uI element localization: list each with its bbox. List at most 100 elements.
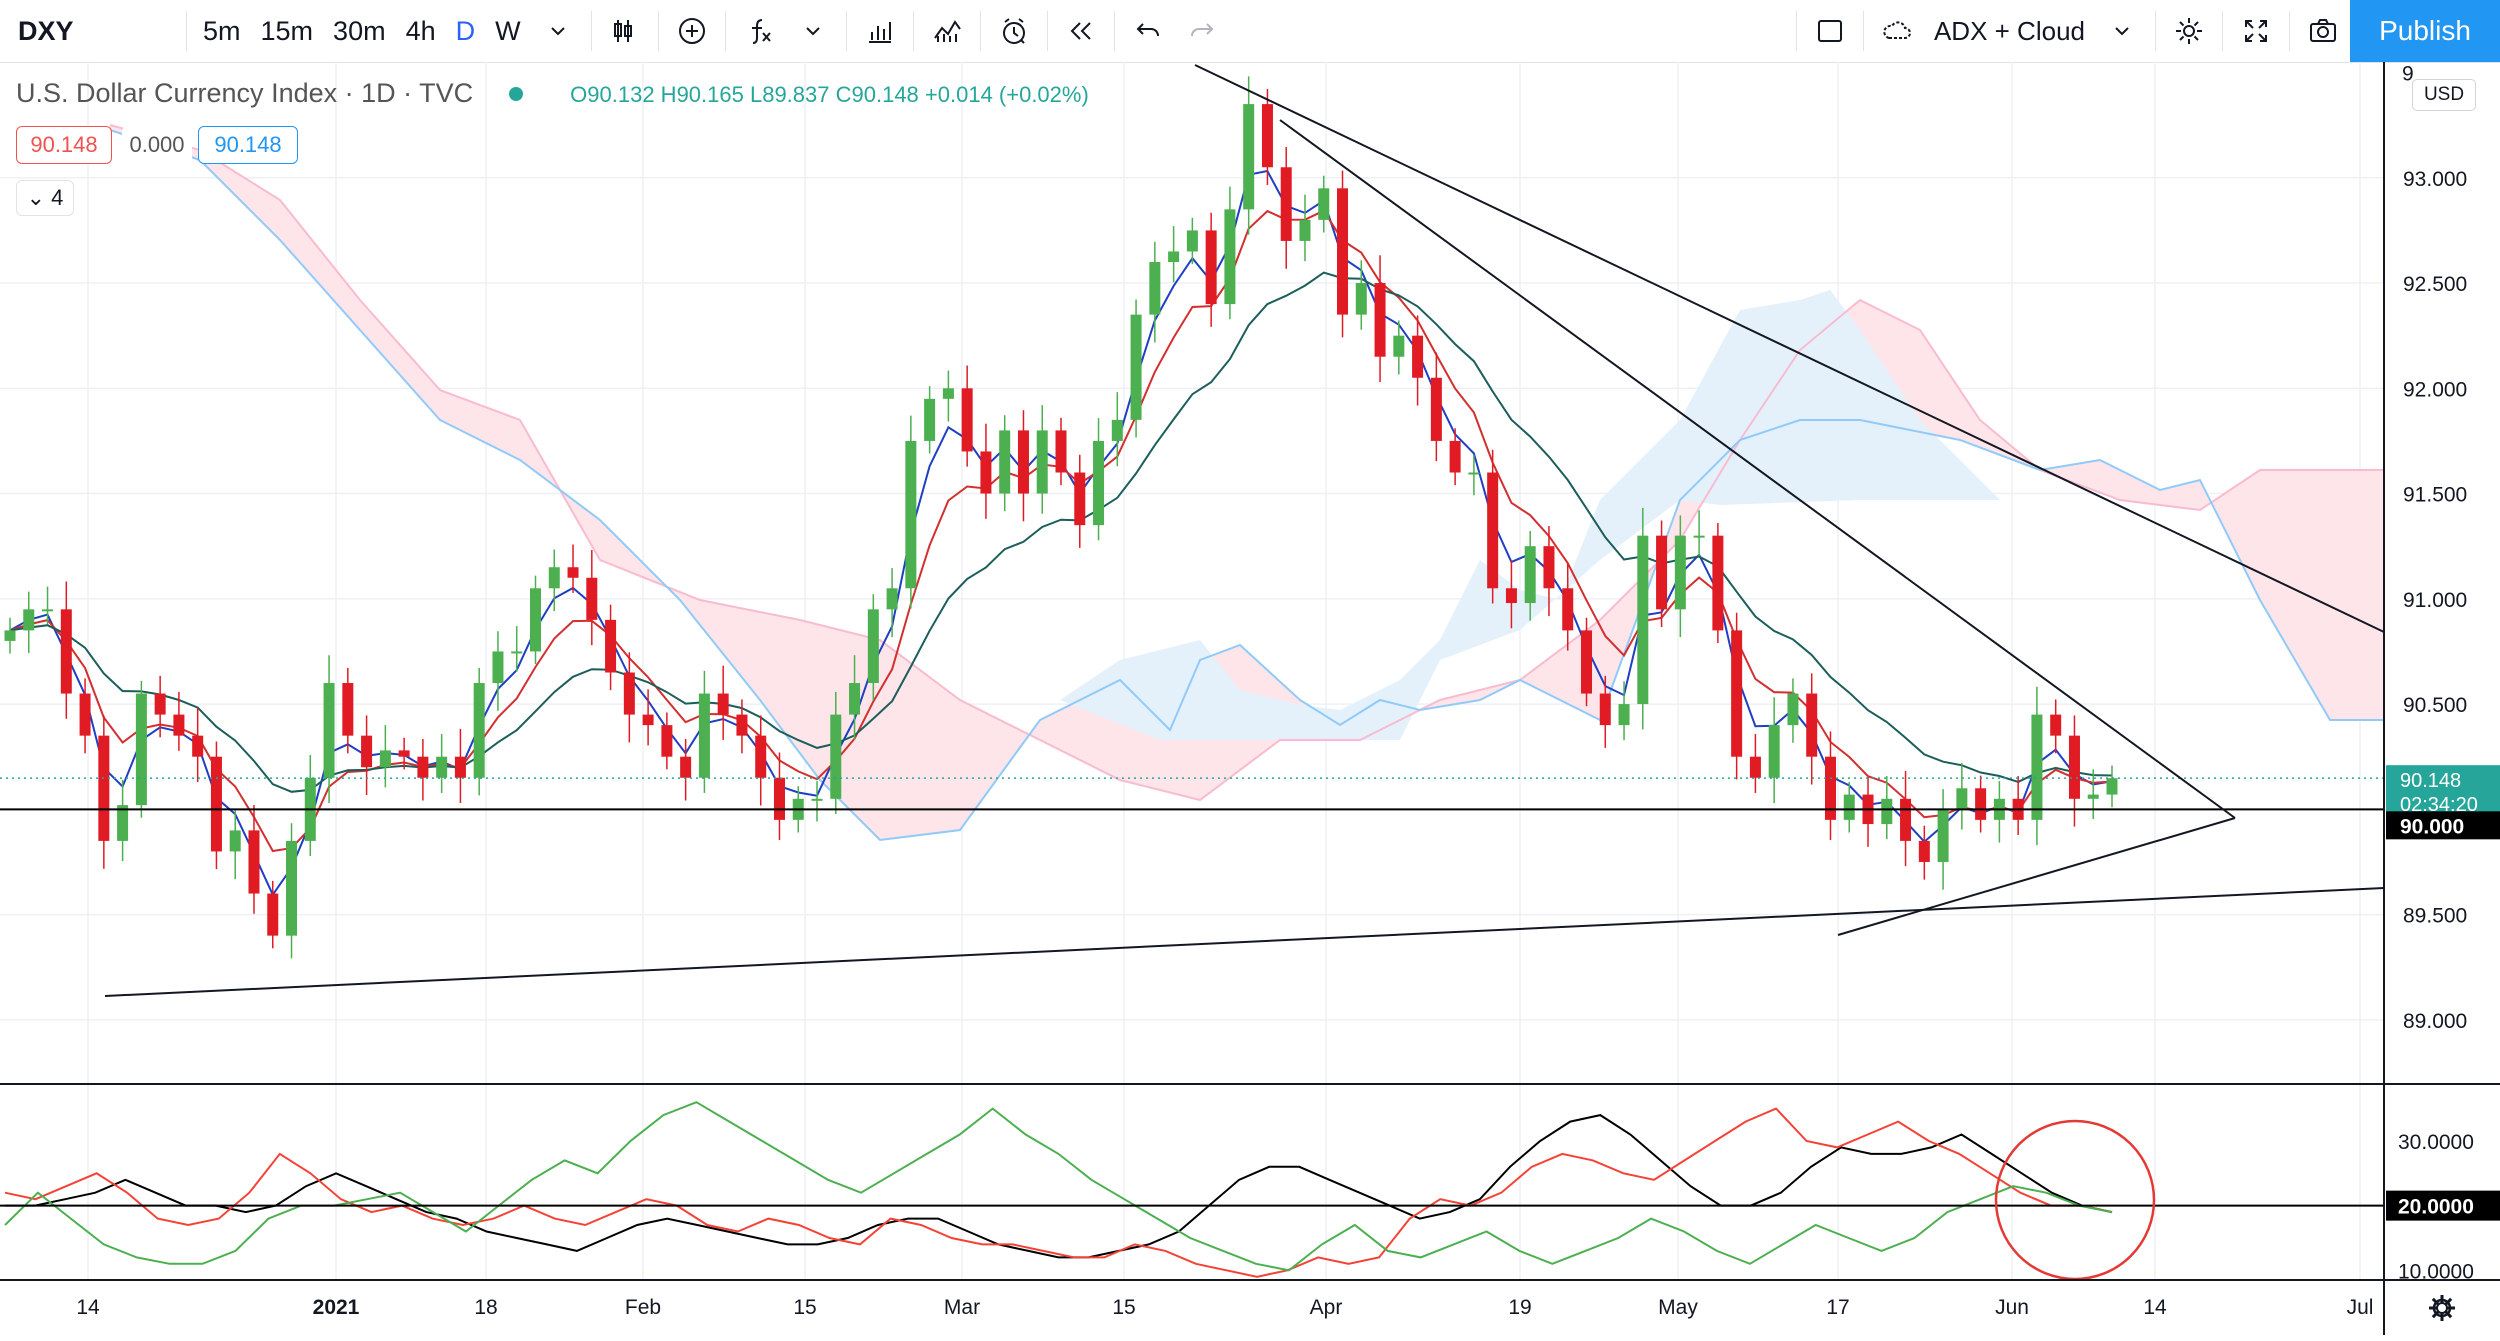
symbol-search[interactable]: DXY bbox=[18, 15, 74, 46]
replay-rewind-icon[interactable] bbox=[1054, 0, 1108, 62]
chart-axes: 89.00089.50090.00090.50091.00091.50092.0… bbox=[0, 62, 2500, 1335]
last-price-badge bbox=[2386, 765, 2500, 818]
time-tick-label: 14 bbox=[2143, 1296, 2167, 1319]
candle-down bbox=[60, 609, 72, 694]
candle-down bbox=[1975, 788, 1987, 820]
indicators-chevron-icon[interactable] bbox=[786, 0, 840, 62]
chart-canvas[interactable]: 89.00089.50090.00090.50091.00091.50092.0… bbox=[0, 62, 2500, 1341]
cloud-span-b bbox=[109, 129, 2384, 842]
candle-down bbox=[1581, 630, 1592, 694]
candle-down bbox=[1918, 840, 1930, 862]
interval-1w[interactable]: W bbox=[495, 15, 521, 46]
undo-icon[interactable] bbox=[1121, 0, 1175, 62]
publish-button[interactable]: Publish bbox=[2350, 0, 2500, 62]
candle-up bbox=[379, 750, 391, 768]
price-tick-label: 93.000 bbox=[2403, 168, 2467, 191]
ask-price-badge[interactable]: 90.148 bbox=[198, 126, 298, 164]
candle-up bbox=[999, 430, 1011, 494]
candle-up bbox=[1768, 725, 1780, 778]
candle-down bbox=[2050, 714, 2062, 736]
price-tick-label: 90.500 bbox=[2403, 694, 2467, 717]
candle-up bbox=[1843, 794, 1855, 820]
candle-down bbox=[79, 693, 91, 736]
ohlc-values: O90.132 H90.165 L89.837 C90.148 +0.014 (… bbox=[570, 82, 1089, 107]
candle-up bbox=[1111, 419, 1123, 441]
candle-up bbox=[1318, 188, 1330, 220]
candle-up bbox=[548, 567, 560, 589]
toolbar-divider bbox=[1862, 11, 1864, 51]
top-toolbar: DXY 5m 15m 30m 4h D W ADX + Cloud Publis… bbox=[0, 0, 2500, 63]
candle-down bbox=[173, 714, 185, 736]
hline-price-label: 90.000 bbox=[2400, 815, 2464, 838]
candle-up bbox=[1036, 430, 1048, 494]
indicators-fx-icon[interactable] bbox=[732, 0, 786, 62]
interval-4h[interactable]: 4h bbox=[405, 15, 436, 46]
gear-hub bbox=[2436, 1302, 2448, 1314]
alert-clock-icon[interactable] bbox=[987, 0, 1041, 62]
candle-down bbox=[1505, 588, 1517, 604]
interval-5m[interactable]: 5m bbox=[203, 15, 241, 46]
cloud-icon[interactable] bbox=[1870, 0, 1924, 62]
adx-threshold-label: 20.0000 bbox=[2398, 1196, 2474, 1219]
candle-down bbox=[586, 577, 598, 620]
time-tick-label: 19 bbox=[1508, 1296, 1531, 1319]
time-tick-label: 17 bbox=[1826, 1296, 1849, 1319]
visibility-dot-icon[interactable] bbox=[508, 86, 523, 101]
compare-add-icon[interactable] bbox=[665, 0, 719, 62]
interval-30m[interactable]: 30m bbox=[333, 15, 386, 46]
layout-chevron-icon[interactable] bbox=[2095, 0, 2149, 62]
fullscreen-square-icon[interactable] bbox=[1803, 0, 1857, 62]
candle-down bbox=[1261, 104, 1273, 168]
candle-down bbox=[1337, 188, 1349, 315]
candle-up bbox=[117, 805, 129, 841]
candle-down bbox=[398, 750, 410, 757]
chart-legend: U.S. Dollar Currency Index · 1D · TVC O9… bbox=[16, 78, 1089, 109]
snapshot-camera-icon[interactable] bbox=[2296, 0, 2350, 62]
settings-gear-icon[interactable] bbox=[2162, 0, 2216, 62]
time-tick-label: 15 bbox=[1112, 1296, 1135, 1319]
fullscreen-expand-icon[interactable] bbox=[2229, 0, 2283, 62]
candle-down bbox=[1205, 230, 1217, 305]
series-title[interactable]: U.S. Dollar Currency Index · 1D · TVC bbox=[16, 78, 474, 108]
plus-di-line bbox=[4, 1101, 2113, 1272]
price-tick-label: 91.500 bbox=[2403, 484, 2467, 507]
financials-icon[interactable] bbox=[853, 0, 907, 62]
toolbar-divider bbox=[724, 11, 726, 51]
candle-up bbox=[942, 388, 954, 399]
candle-down bbox=[1712, 535, 1724, 631]
trendline-drawings[interactable] bbox=[0, 64, 2385, 997]
candle-up bbox=[2087, 794, 2099, 799]
candle-down bbox=[567, 567, 579, 578]
bid-price-badge[interactable]: 90.148 bbox=[16, 126, 112, 164]
candle-up bbox=[867, 609, 879, 684]
candle-down bbox=[980, 451, 992, 494]
candle-down bbox=[1824, 756, 1836, 820]
chart-settings-gear-icon[interactable] bbox=[2429, 1295, 2455, 1321]
candle-up bbox=[23, 609, 35, 631]
redo-icon[interactable] bbox=[1175, 0, 1229, 62]
interval-1d[interactable]: D bbox=[455, 15, 476, 46]
candle-down bbox=[454, 756, 466, 778]
toolbar-divider bbox=[2222, 11, 2223, 51]
toolbar-divider bbox=[186, 11, 187, 51]
toolbar-divider bbox=[845, 11, 847, 51]
interval-menu-chevron-icon[interactable] bbox=[531, 0, 585, 62]
candle-down bbox=[1430, 377, 1442, 441]
cloud-fill-bullish bbox=[1060, 290, 2020, 740]
candle-down bbox=[1412, 335, 1424, 378]
candle-up bbox=[1243, 104, 1255, 210]
currency-label[interactable]: USD bbox=[2412, 79, 2476, 111]
candle-up bbox=[1468, 472, 1480, 475]
interval-15m[interactable]: 15m bbox=[260, 15, 314, 46]
price-candles[interactable] bbox=[4, 76, 2118, 959]
layout-name[interactable]: ADX + Cloud bbox=[1933, 15, 2085, 46]
collapse-indicators-button[interactable]: ⌄ 4 bbox=[16, 180, 74, 216]
time-tick-label: 15 bbox=[793, 1296, 816, 1319]
candle-up bbox=[530, 588, 541, 652]
candle-up bbox=[286, 840, 298, 936]
templates-icon[interactable] bbox=[920, 0, 974, 62]
candle-down bbox=[1280, 167, 1292, 241]
toolbar-divider bbox=[657, 11, 659, 51]
candles-icon[interactable] bbox=[598, 0, 652, 62]
time-tick-label: Apr bbox=[1310, 1296, 1343, 1319]
